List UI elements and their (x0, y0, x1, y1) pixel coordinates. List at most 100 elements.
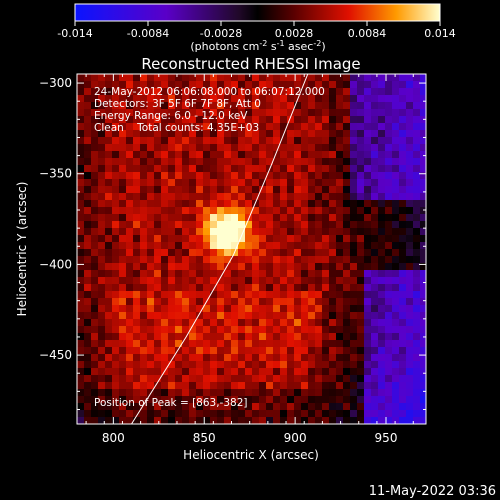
heatmap-cell (224, 242, 231, 249)
heatmap-cell (245, 319, 252, 326)
heatmap-cell (203, 74, 210, 81)
heatmap-cell (84, 130, 91, 137)
heatmap-cell (399, 214, 406, 221)
heatmap-cell (231, 200, 238, 207)
heatmap-cell (203, 256, 210, 263)
heatmap-cell (301, 102, 308, 109)
heatmap-cell (399, 263, 406, 270)
heatmap-cell (371, 172, 378, 179)
heatmap-cell (210, 221, 217, 228)
heatmap-cell (77, 396, 84, 403)
heatmap-cell (91, 165, 98, 172)
heatmap-cell (168, 186, 175, 193)
heatmap-cell (175, 137, 182, 144)
heatmap-cell (140, 207, 147, 214)
heatmap-cell (413, 81, 420, 88)
heatmap-cell (322, 116, 329, 123)
heatmap-cell (280, 312, 287, 319)
heatmap-cell (210, 200, 217, 207)
heatmap-cell (210, 74, 217, 81)
heatmap-cell (259, 123, 266, 130)
heatmap-cell (182, 319, 189, 326)
heatmap-cell (364, 102, 371, 109)
heatmap-cell (168, 193, 175, 200)
heatmap-cell (154, 158, 161, 165)
heatmap-cell (301, 242, 308, 249)
heatmap-cell (301, 298, 308, 305)
heatmap-cell (161, 396, 168, 403)
heatmap-cell (84, 151, 91, 158)
heatmap-cell (224, 144, 231, 151)
heatmap-cell (287, 312, 294, 319)
heatmap-cell (252, 221, 259, 228)
heatmap-cell (371, 256, 378, 263)
heatmap-cell (210, 375, 217, 382)
heatmap-cell (399, 340, 406, 347)
heatmap-cell (385, 340, 392, 347)
heatmap-cell (294, 207, 301, 214)
heatmap-cell (147, 102, 154, 109)
colorbar-tick-label: -0.014 (57, 27, 92, 40)
heatmap-cell (252, 137, 259, 144)
heatmap-cell (294, 389, 301, 396)
heatmap-cell (98, 200, 105, 207)
heatmap-cell (105, 186, 112, 193)
heatmap-cell (329, 249, 336, 256)
heatmap-cell (385, 403, 392, 410)
heatmap-cell (371, 109, 378, 116)
heatmap-cell (112, 305, 119, 312)
heatmap-cell (273, 326, 280, 333)
heatmap-cell (217, 130, 224, 137)
heatmap-cell (126, 249, 133, 256)
heatmap-cell (147, 88, 154, 95)
heatmap-cell (231, 193, 238, 200)
heatmap-cell (77, 137, 84, 144)
heatmap-cell (266, 158, 273, 165)
heatmap-cell (196, 417, 203, 424)
heatmap-cell (147, 347, 154, 354)
heatmap-cell (189, 333, 196, 340)
heatmap-cell (182, 102, 189, 109)
heatmap-cell (336, 403, 343, 410)
solar-limb-line (131, 74, 309, 424)
heatmap-cell (231, 88, 238, 95)
heatmap-cell (133, 137, 140, 144)
heatmap-cell (371, 389, 378, 396)
heatmap-cell (231, 312, 238, 319)
heatmap-cell (119, 200, 126, 207)
heatmap-cell (273, 305, 280, 312)
heatmap-cell (364, 235, 371, 242)
heatmap-cell (308, 375, 315, 382)
heatmap-cell (231, 284, 238, 291)
heatmap-cell (112, 298, 119, 305)
heatmap-cell (378, 354, 385, 361)
heatmap-cell (105, 130, 112, 137)
heatmap-cell (210, 130, 217, 137)
heatmap-cell (140, 361, 147, 368)
heatmap-cell (308, 410, 315, 417)
heatmap-cell (224, 137, 231, 144)
heatmap-cell (329, 179, 336, 186)
heatmap-cell (280, 235, 287, 242)
heatmap-cell (294, 74, 301, 81)
heatmap-cell (77, 172, 84, 179)
heatmap-cell (252, 298, 259, 305)
heatmap-cell (343, 95, 350, 102)
heatmap-cell (252, 340, 259, 347)
heatmap-cell (105, 95, 112, 102)
heatmap-cell (357, 102, 364, 109)
heatmap-cell (357, 242, 364, 249)
heatmap-cell (392, 347, 399, 354)
heatmap-cell (203, 123, 210, 130)
heatmap-cell (189, 277, 196, 284)
heatmap-cell (259, 102, 266, 109)
heatmap-cell (196, 102, 203, 109)
heatmap-cell (119, 158, 126, 165)
heatmap-cell (77, 109, 84, 116)
heatmap-cell (140, 221, 147, 228)
heatmap-cell (315, 340, 322, 347)
heatmap-cell (77, 277, 84, 284)
heatmap-cell (322, 291, 329, 298)
heatmap-cell (182, 123, 189, 130)
heatmap-cell (133, 291, 140, 298)
